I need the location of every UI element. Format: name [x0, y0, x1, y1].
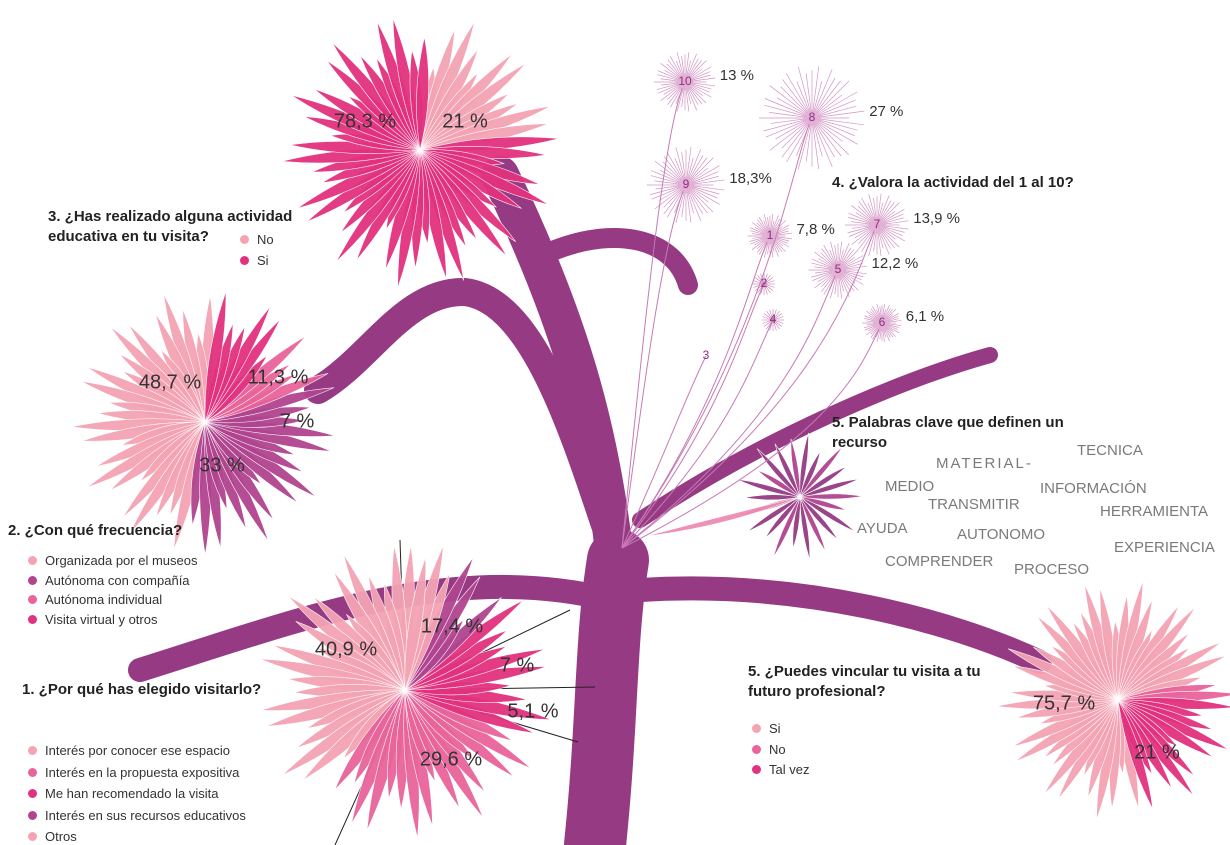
legend-swatch	[752, 724, 761, 733]
value-label: 40,9 %	[315, 638, 377, 660]
seed	[798, 118, 812, 169]
value-label: 7 %	[280, 410, 315, 432]
legend-item: Tal vez	[752, 762, 809, 777]
legend-label: Si	[257, 253, 269, 268]
legend-swatch	[240, 256, 249, 265]
legend-swatch	[28, 832, 37, 841]
value-label: 13,9 %	[913, 210, 960, 227]
legend-item: Autónoma con compañía	[28, 573, 190, 588]
chart-title: 1. ¿Por qué has elegido visitarlo?	[22, 680, 322, 700]
category-label: 5	[835, 262, 842, 276]
category-label: 10	[678, 74, 692, 88]
keyword: INFORMACIÓN	[1040, 480, 1147, 497]
legend-item: Organizada por el museos	[28, 553, 197, 568]
legend-label: Si	[769, 721, 781, 736]
legend-label: Organizada por el museos	[45, 553, 197, 568]
value-label: 17,4 %	[421, 615, 483, 637]
value-label: 13 %	[720, 67, 754, 84]
value-label: 7,8 %	[796, 221, 834, 238]
legend-swatch	[28, 811, 37, 820]
category-label: 4	[770, 312, 777, 326]
keywords-title: 5. Palabras clave que definen un recurso	[832, 413, 1107, 453]
value-label: 11,3 %	[248, 366, 309, 388]
infographic: 21 % 78,3 % 48,7 % 33 % 7 % 11,3 % 40,9 % 29,6 …	[0, 0, 1230, 845]
legend-item: Si	[752, 721, 781, 736]
legend-swatch	[28, 746, 37, 755]
keyword: COMPRENDER	[885, 553, 993, 570]
legend-item: Autónoma individual	[28, 592, 162, 607]
legend-label: Otros	[45, 829, 77, 844]
legend-label: Autónoma individual	[45, 592, 162, 607]
value-label: 75,7 %	[1033, 692, 1095, 714]
value-label: 7 %	[500, 654, 535, 676]
legend-item: No	[240, 232, 274, 247]
legend-item: Visita virtual y otros	[28, 612, 157, 627]
legend-item: Otros	[28, 829, 77, 844]
legend-label: No	[257, 232, 274, 247]
keyword: AYUDA	[857, 520, 908, 537]
chart-title: 3. ¿Has realizado alguna actividad educa…	[48, 207, 348, 247]
keyword: TECNICA	[1077, 442, 1143, 459]
category-label: 1	[767, 228, 774, 242]
legend-label: No	[769, 742, 786, 757]
legend-label: Autónoma con compañía	[45, 573, 190, 588]
legend-swatch	[28, 789, 37, 798]
legend-item: Si	[240, 253, 269, 268]
keyword: AUTONOMO	[957, 526, 1045, 543]
legend-label: Tal vez	[769, 762, 809, 777]
value-label: 21 %	[1134, 741, 1180, 763]
value-label: 48,7 %	[139, 371, 201, 393]
legend-swatch	[28, 595, 37, 604]
legend-item: Interés en la propuesta expositiva	[28, 765, 239, 780]
value-label: 29,6 %	[420, 748, 482, 770]
chart-title: 4. ¿Valora la actividad del 1 al 10?	[832, 173, 1152, 193]
value-label: 33 %	[199, 454, 245, 476]
keyword: HERRAMIENTA	[1100, 503, 1208, 520]
legend-label: Interés por conocer ese espacio	[45, 743, 230, 758]
legend-label: Interés en sus recursos educativos	[45, 808, 246, 823]
tree	[140, 175, 1040, 845]
seed	[812, 118, 857, 130]
value-label: 6,1 %	[906, 308, 944, 325]
chart-title: 5. ¿Puedes vincular tu visita a tu futur…	[748, 662, 988, 702]
seed	[763, 118, 812, 131]
legend-swatch	[28, 576, 37, 585]
category-label: 8	[809, 110, 816, 124]
legend-item: Interés en sus recursos educativos	[28, 808, 246, 823]
legend-swatch	[28, 556, 37, 565]
keyword: EXPERIENCIA	[1114, 539, 1215, 556]
legend-label: Interés en la propuesta expositiva	[45, 765, 239, 780]
legend-item: Me han recomendado la visita	[28, 786, 218, 801]
legend-swatch	[28, 615, 37, 624]
value-label: 78,3 %	[334, 110, 396, 132]
legend-label: Me han recomendado la visita	[45, 786, 218, 801]
legend-label: Visita virtual y otros	[45, 612, 157, 627]
value-label: 5,1 %	[507, 700, 558, 722]
category-label: 9	[683, 177, 690, 191]
keyword: MEDIO	[885, 478, 934, 495]
legend-swatch	[752, 745, 761, 754]
legend-swatch	[752, 765, 761, 774]
keyword: MATERIAL-	[936, 455, 1033, 472]
keyword: PROCESO	[1014, 561, 1089, 578]
category-label: 7	[874, 217, 881, 231]
legend-swatch	[240, 235, 249, 244]
legend-swatch	[28, 768, 37, 777]
value-label: 12,2 %	[872, 255, 919, 272]
keyword: TRANSMITIR	[928, 496, 1020, 513]
category-label: 3	[703, 348, 710, 362]
legend-item: Interés por conocer ese espacio	[28, 743, 230, 758]
seed	[764, 105, 812, 118]
value-label: 21 %	[442, 110, 488, 132]
value-label: 27 %	[869, 103, 903, 120]
category-label: 6	[879, 315, 886, 329]
legend-item: No	[752, 742, 786, 757]
value-label: 18,3%	[729, 170, 772, 187]
chart-title: 2. ¿Con qué frecuencia?	[8, 521, 268, 541]
